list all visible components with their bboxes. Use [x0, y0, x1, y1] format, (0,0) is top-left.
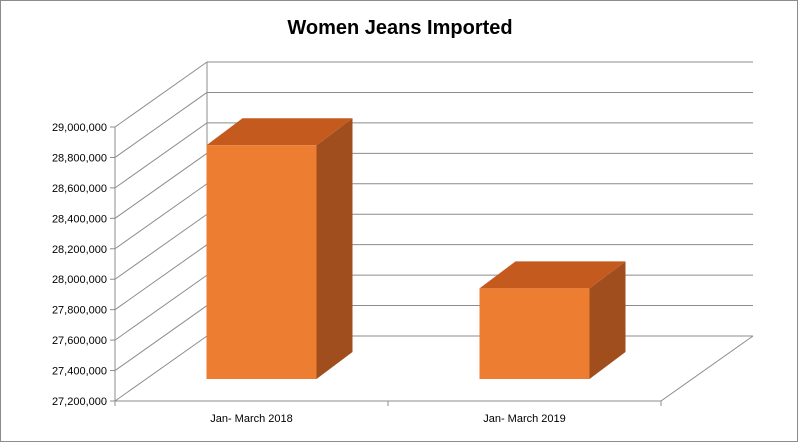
y-tick-label: 27,800,000	[52, 305, 107, 317]
chart-walls	[110, 61, 754, 406]
side-wall-gridline	[114, 61, 208, 128]
y-tick-label: 28,600,000	[52, 183, 107, 195]
side-wall-gridline	[114, 152, 208, 219]
bar-side-face	[589, 261, 626, 379]
side-wall-gridline	[114, 213, 208, 280]
y-tick-label: 27,400,000	[52, 366, 107, 378]
side-wall-gridline	[114, 305, 208, 371]
bar-side-face	[316, 118, 353, 380]
x-axis-categories: Jan- March 2018 Jan- March 2019	[210, 413, 566, 425]
side-wall-gridline	[114, 244, 208, 311]
y-tick-label: 27,200,000	[52, 396, 107, 408]
floor-right-edge	[660, 335, 754, 402]
bars	[206, 118, 626, 380]
side-wall-gridline	[114, 183, 208, 250]
y-tick-label: 27,600,000	[52, 335, 107, 347]
y-tick-label: 28,400,000	[52, 213, 107, 225]
bar-2	[479, 261, 626, 379]
x-category-label: Jan- March 2018	[210, 413, 293, 425]
side-wall-gridline	[114, 335, 208, 402]
chart-title: Women Jeans Imported	[287, 17, 512, 39]
side-wall-gridline	[114, 92, 208, 158]
bar-top-face	[206, 118, 353, 146]
x-category-label: Jan- March 2019	[483, 413, 566, 425]
bar-front-face	[206, 145, 317, 379]
bar-top-face	[479, 261, 626, 289]
y-tick-label: 28,200,000	[52, 244, 107, 256]
bar-1	[206, 118, 353, 380]
y-tick-label: 28,800,000	[52, 152, 107, 164]
side-wall-gridline	[114, 274, 208, 341]
y-axis-ticks: 27,200,000 27,400,000 27,600,000 27,800,000…	[52, 122, 107, 408]
side-wall-gridline	[114, 122, 208, 189]
y-tick-label: 29,000,000	[52, 122, 107, 134]
bar-front-face	[479, 288, 590, 379]
y-tick-label: 28,000,000	[52, 274, 107, 286]
